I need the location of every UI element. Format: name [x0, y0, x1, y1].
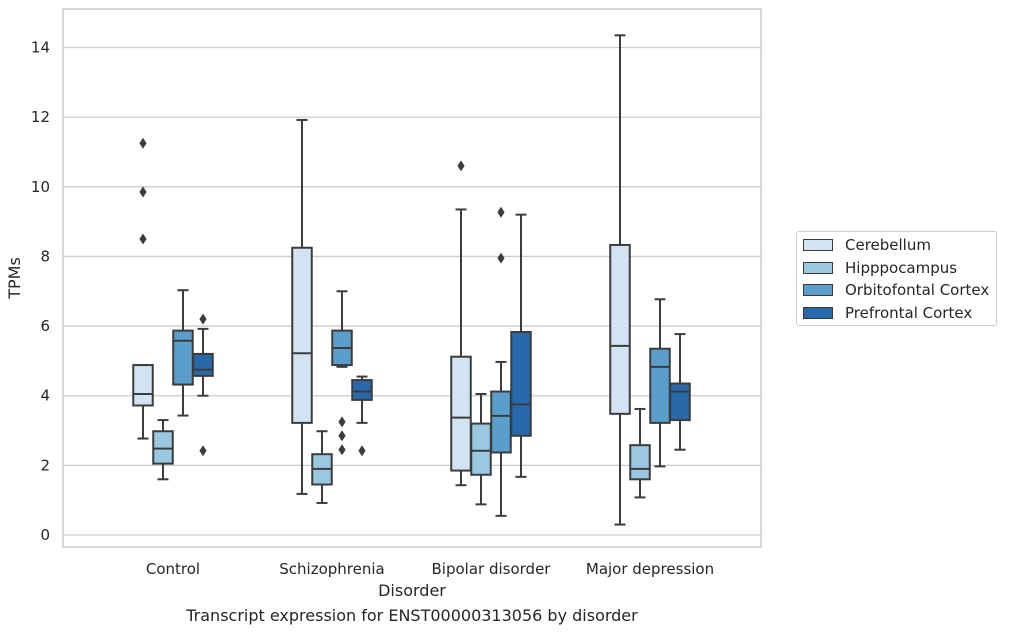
box-hipppocampus	[152, 419, 174, 481]
legend-swatch	[803, 261, 833, 274]
legend-item-orbitofontal-cortex[interactable]: Orbitofontal Cortex	[803, 280, 989, 300]
box-orbitofontal-cortex	[331, 290, 353, 456]
legend: Cerebellum Hipppocampus Orbitofontal Corte…	[796, 231, 997, 326]
y-tick-label: 2	[40, 456, 50, 474]
box-hipppocampus	[311, 430, 333, 504]
y-tick-label: 8	[40, 247, 50, 265]
chart-caption: Transcript expression for ENST0000031305…	[186, 606, 638, 625]
legend-item-cerebellum[interactable]: Cerebellum	[803, 235, 931, 255]
legend-label: Prefrontal Cortex	[845, 303, 973, 322]
box-body	[351, 379, 373, 401]
y-tick-label: 6	[40, 317, 50, 335]
legend-swatch	[803, 306, 833, 319]
box-hipppocampus	[629, 407, 651, 499]
box-orbitofontal-cortex	[649, 298, 671, 468]
box-hipppocampus	[470, 392, 492, 506]
outlier-point	[497, 206, 505, 218]
outlier-point	[338, 430, 346, 442]
x-tick-labels: Control Schizophrenia Bipolar disorder Majo…	[146, 560, 714, 578]
box-body	[510, 330, 532, 437]
box-body	[649, 347, 671, 424]
gridlines	[63, 46, 761, 536]
box-cerebellum	[291, 118, 313, 495]
box-body	[132, 364, 154, 407]
y-axis-label: TPMs	[5, 257, 24, 300]
box-prefrontal-cortex	[351, 375, 373, 457]
x-tick-label: Schizophrenia	[279, 560, 384, 578]
outlier-point	[139, 137, 147, 149]
x-axis-label: Disorder	[378, 581, 446, 600]
box-body	[152, 430, 174, 465]
x-tick-label: Major depression	[586, 560, 714, 578]
box-orbitofontal-cortex	[172, 289, 194, 417]
box-body	[172, 329, 194, 386]
legend-swatch	[803, 284, 833, 296]
box-body	[192, 352, 214, 377]
box-body	[629, 444, 651, 481]
legend-item-prefrontal-cortex[interactable]: Prefrontal Cortex	[803, 303, 972, 323]
outlier-point	[338, 416, 346, 428]
outlier-point	[199, 445, 207, 457]
box-body	[490, 390, 512, 454]
outlier-point	[139, 186, 147, 198]
outlier-point	[358, 445, 366, 457]
box-orbitofontal-cortex	[490, 206, 512, 517]
y-tick-label: 4	[40, 387, 50, 405]
outlier-point	[139, 233, 147, 245]
outlier-point	[338, 444, 346, 456]
plot-frame	[62, 8, 762, 548]
y-tick-labels: 0 2 4 6 8 10 12 14	[31, 39, 50, 544]
box-cerebellum	[132, 137, 154, 440]
box-prefrontal-cortex	[669, 333, 691, 451]
box-body	[609, 243, 631, 415]
x-tick-label: Control	[146, 560, 200, 578]
outlier-point	[199, 313, 207, 325]
y-tick-label: 10	[31, 178, 50, 196]
box-body	[450, 355, 472, 472]
y-tick-label: 0	[40, 526, 50, 544]
x-tick-label: Bipolar disorder	[432, 560, 552, 578]
box-body	[470, 422, 492, 476]
legend-label: Orbitofontal Cortex	[845, 281, 990, 299]
legend-swatch	[803, 239, 833, 251]
box-cerebellum	[609, 34, 631, 526]
box-prefrontal-cortex	[192, 313, 214, 457]
box-cerebellum	[450, 160, 472, 487]
box-body	[291, 246, 313, 424]
legend-label: Cerebellum	[845, 236, 931, 254]
y-tick-label: 12	[31, 108, 50, 126]
legend-item-hipppocampus[interactable]: Hipppocampus	[803, 258, 957, 278]
box-prefrontal-cortex	[510, 213, 532, 478]
outlier-point	[497, 252, 505, 264]
box-groups	[132, 34, 691, 526]
legend-label: Hipppocampus	[845, 258, 958, 277]
y-tick-label: 14	[31, 39, 50, 57]
box-body	[669, 382, 691, 422]
outlier-point	[457, 160, 465, 172]
